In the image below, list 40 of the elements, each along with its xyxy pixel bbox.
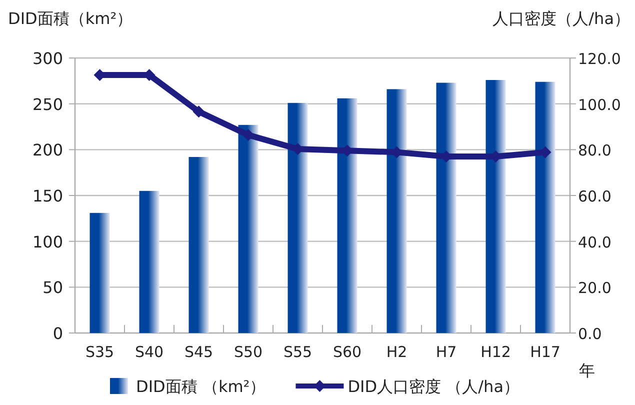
y-tick-label: 50 bbox=[42, 278, 63, 298]
legend-label: DID面積 （km²） bbox=[136, 377, 266, 396]
x-tick-label: H12 bbox=[480, 343, 511, 361]
x-tick-label: S55 bbox=[283, 343, 312, 361]
bar bbox=[436, 82, 456, 333]
bar bbox=[238, 124, 258, 333]
x-tick-label: H2 bbox=[386, 343, 408, 361]
x-tick-label: S45 bbox=[184, 343, 214, 361]
x-tick-label: S35 bbox=[85, 343, 114, 361]
y-tick-label: 200 bbox=[32, 140, 63, 160]
y2-tick-label: 120.0 bbox=[578, 50, 621, 68]
x-tick-label: S50 bbox=[234, 343, 263, 361]
y-tick-label: 150 bbox=[32, 186, 63, 206]
y2-tick-label: 60.0 bbox=[578, 188, 612, 206]
x-tick-label: H17 bbox=[530, 343, 560, 361]
y-tick-label: 0 bbox=[52, 324, 63, 343]
point bbox=[192, 106, 205, 118]
bar bbox=[486, 80, 506, 333]
bar bbox=[386, 89, 407, 333]
bar bbox=[535, 82, 556, 333]
x-axis-title: 年 bbox=[579, 361, 595, 380]
y2-tick-label: 20.0 bbox=[578, 279, 612, 298]
y2-tick-label: 80.0 bbox=[578, 142, 612, 160]
legend-label: DID人口密度 （人/ha） bbox=[348, 377, 520, 396]
bar bbox=[139, 190, 160, 333]
x-tick-label: H7 bbox=[436, 343, 457, 361]
y2-tick-label: 40.0 bbox=[578, 233, 612, 252]
y2-tick-label: 100.0 bbox=[578, 96, 621, 114]
bar bbox=[288, 102, 308, 333]
y-tick-label: 300 bbox=[32, 49, 63, 68]
y-tick-label: 100 bbox=[32, 232, 63, 252]
x-tick-label: S40 bbox=[134, 343, 164, 361]
y2-axis-title: 人口密度（人/ha） bbox=[492, 9, 630, 28]
y-axis-title: DID面積（km²） bbox=[8, 9, 133, 28]
bar bbox=[90, 212, 110, 333]
bar bbox=[337, 98, 358, 333]
y2-tick-label: 0.0 bbox=[578, 325, 602, 343]
x-tick-label: S60 bbox=[332, 343, 362, 361]
y-tick-label: 250 bbox=[32, 94, 63, 114]
bar bbox=[188, 157, 209, 333]
